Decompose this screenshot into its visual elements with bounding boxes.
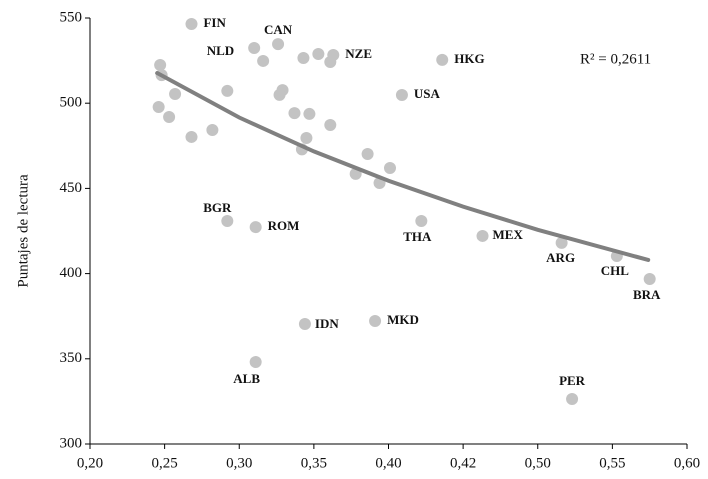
point-label: PER: [559, 373, 586, 388]
point: [361, 147, 374, 160]
point-label: MEX: [493, 227, 524, 242]
point-label: BGR: [203, 200, 232, 215]
point: [383, 161, 396, 174]
point-label: NZE: [345, 46, 372, 61]
x-tick-label: 0,42: [450, 455, 476, 471]
point: [169, 87, 182, 100]
point-label: CHL: [601, 263, 630, 278]
y-axis-label: Puntajes de lectura: [15, 174, 31, 288]
point: [154, 59, 167, 72]
point-label: ROM: [268, 218, 300, 233]
x-tick-label: 0,35: [301, 455, 327, 471]
point: [185, 17, 198, 30]
point: [312, 47, 325, 60]
point-label: NLD: [207, 43, 234, 58]
point-label: THA: [403, 229, 432, 244]
x-tick-label: 0,25: [152, 455, 178, 471]
point: [324, 119, 337, 132]
point: [206, 123, 219, 136]
point-label: HKG: [454, 51, 484, 66]
trendline: [155, 71, 651, 262]
x-tick-label: 0,30: [226, 455, 252, 471]
point: [257, 54, 270, 67]
y-tick-label: 300: [60, 435, 83, 451]
y-tick-label: 450: [60, 180, 83, 196]
point: [185, 130, 198, 143]
point: [369, 314, 382, 327]
point-label: USA: [414, 86, 441, 101]
point: [415, 214, 428, 227]
point: [248, 41, 261, 54]
point: [436, 53, 449, 66]
point-label: CAN: [264, 22, 293, 37]
point: [643, 273, 656, 286]
point: [272, 38, 285, 51]
point-label: BRA: [633, 287, 661, 302]
point: [324, 55, 337, 68]
point: [303, 107, 316, 120]
point-label: IDN: [315, 316, 339, 331]
x-tick-label: 0,55: [599, 455, 625, 471]
annotation: R² = 0,2611: [580, 51, 651, 67]
point-label: MKD: [387, 312, 419, 327]
point-label: FIN: [203, 15, 226, 30]
x-tick-label: 0,50: [525, 455, 551, 471]
point: [395, 89, 408, 102]
point: [288, 107, 301, 120]
point: [298, 318, 311, 331]
x-tick-label: 0,40: [375, 455, 401, 471]
point: [249, 356, 262, 369]
point: [163, 111, 176, 124]
point: [566, 393, 579, 406]
x-tick-label: 0,20: [77, 455, 103, 471]
y-tick-label: 500: [60, 95, 83, 111]
point-label: ARG: [546, 250, 575, 265]
point: [273, 88, 286, 101]
point: [152, 100, 165, 113]
x-tick-label: 0,60: [674, 455, 700, 471]
point: [221, 214, 234, 227]
point: [221, 84, 234, 97]
y-tick-label: 350: [60, 350, 83, 366]
point: [297, 52, 310, 65]
point: [555, 236, 568, 249]
point: [249, 221, 262, 234]
point-label: ALB: [233, 371, 260, 386]
point: [476, 229, 489, 242]
y-tick-label: 400: [60, 265, 83, 281]
point: [300, 131, 313, 144]
y-tick-label: 550: [60, 9, 83, 25]
